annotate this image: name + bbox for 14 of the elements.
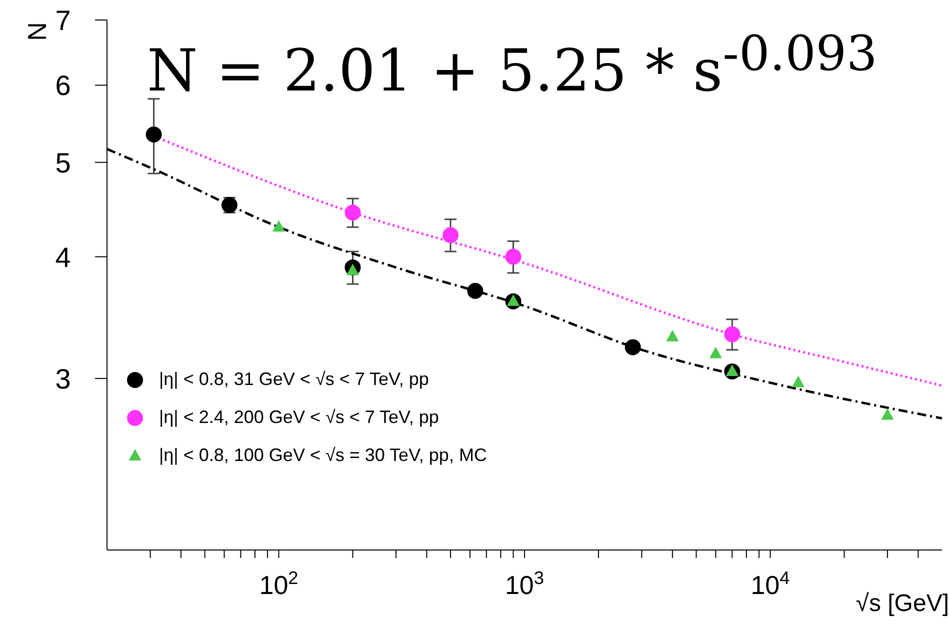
x-axis-title: √s [GeV] (856, 590, 949, 618)
x-tick-label: 10$^{3}$ (504, 568, 544, 600)
x-tick-label: 10$^{4}$ (750, 568, 790, 600)
y-tick-label: 5 (55, 147, 71, 178)
legend-label: |η| < 0.8, 31 GeV < √s < 7 TeV, pp (159, 368, 429, 390)
y-tick-label: 7 (55, 5, 71, 36)
legend-label: |η| < 0.8, 100 GeV < √s = 30 TeV, pp, MC (159, 444, 487, 466)
y-tick-label: 4 (55, 242, 71, 273)
x-tick-label: 10$^{2}$ (259, 568, 298, 600)
y-tick-label: 3 (55, 363, 71, 394)
y-axis-title: N (22, 22, 53, 41)
legend-label: |η| < 2.4, 200 GeV < √s < 7 TeV, pp (159, 406, 439, 428)
y-tick-label: 6 (55, 70, 71, 102)
annotation: N = 2.01 + 5.25 * s$^{-0.093}$ (147, 26, 878, 104)
